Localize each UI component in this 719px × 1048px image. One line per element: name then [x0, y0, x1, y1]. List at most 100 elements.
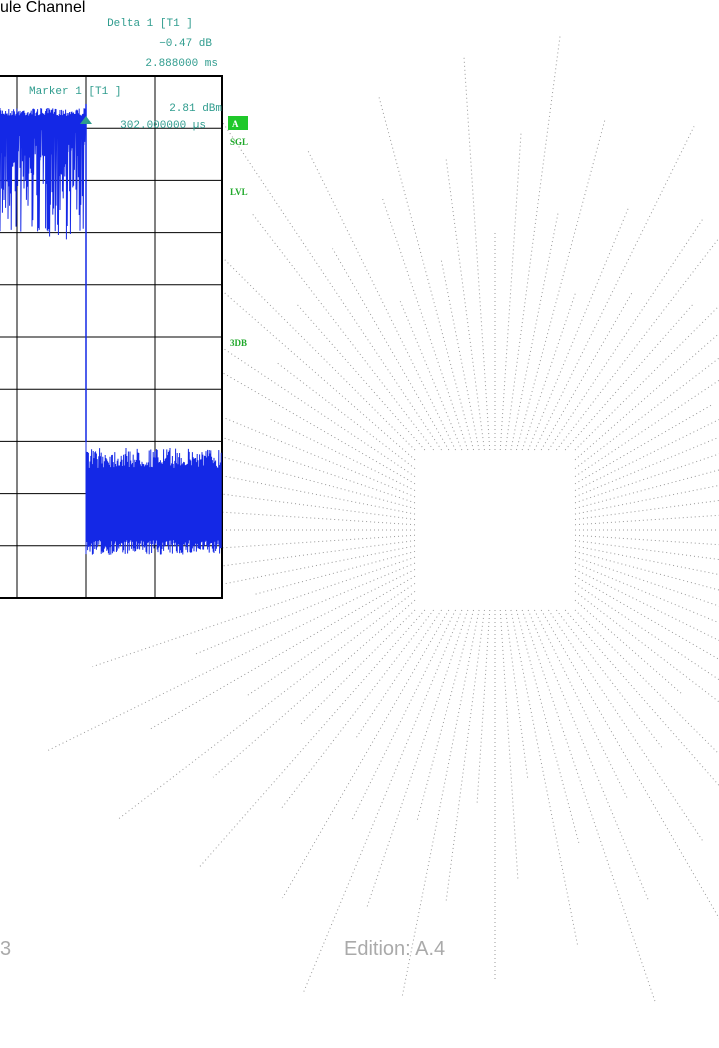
- burst-ray: [270, 418, 416, 491]
- burst-ray: [548, 609, 704, 843]
- burst-ray: [378, 95, 475, 451]
- burst-ray: [548, 217, 704, 451]
- burst-ray: [555, 609, 663, 749]
- burst-ray: [499, 130, 522, 451]
- burst-center: [417, 452, 573, 608]
- burst-ray: [46, 569, 416, 752]
- burst-ray: [365, 609, 469, 909]
- trace: [0, 104, 222, 555]
- burst-ray: [253, 550, 416, 596]
- burst-ray: [197, 609, 426, 869]
- burst-ray: [540, 609, 719, 919]
- burst-ray: [574, 562, 719, 624]
- burst-ray: [355, 609, 442, 739]
- burst-ray: [281, 609, 435, 808]
- burst-ray: [521, 293, 576, 451]
- edition: Edition: A.4: [344, 938, 445, 960]
- burst-ray: [521, 609, 657, 1004]
- delta-level: −0.47 dB: [159, 38, 212, 50]
- burst-ray: [510, 211, 559, 451]
- burst-ray: [120, 279, 416, 477]
- marker-label: Marker 1 [T1 ]: [29, 86, 121, 98]
- burst-ray: [220, 534, 416, 549]
- burst-ray: [574, 575, 719, 660]
- burst-ray: [574, 569, 719, 642]
- sweep-label: SGL: [230, 137, 248, 147]
- burst-ray: [476, 609, 491, 805]
- burst-ray: [212, 599, 416, 778]
- burst-ray: [574, 469, 719, 510]
- burst-ray: [574, 545, 719, 576]
- burst-ray: [505, 609, 529, 778]
- burst-ray: [574, 590, 719, 703]
- burst-ray: [151, 545, 416, 599]
- burst-ray: [197, 490, 416, 520]
- burst-ray: [445, 609, 485, 902]
- trace-path: [0, 108, 222, 555]
- burst-ray: [527, 609, 649, 900]
- burst-ray: [574, 404, 712, 485]
- burst-ray: [212, 282, 416, 461]
- burst-ray: [194, 562, 416, 655]
- burst-ray: [555, 237, 719, 451]
- delta-time: 2.888000 ms: [145, 58, 218, 70]
- marker-time: 302.000000 µs: [120, 120, 206, 132]
- burst-ray: [540, 291, 633, 451]
- burst-ray: [187, 425, 416, 504]
- section-title: ule Channel: [0, 0, 85, 16]
- burst-ray: [574, 500, 719, 520]
- burst-ray: [401, 609, 480, 996]
- burst-ray: [574, 609, 719, 755]
- burst-ray: [306, 148, 456, 451]
- burst-ray: [282, 609, 450, 899]
- marker-symbol: [80, 116, 92, 124]
- burst-ray: [117, 590, 416, 820]
- burst-ray: [515, 119, 606, 451]
- burst-ray: [300, 609, 416, 725]
- burst-ray: [102, 366, 416, 498]
- level-label: LVL: [230, 187, 248, 197]
- burst-ray: [574, 550, 719, 591]
- mode-label: A: [232, 119, 239, 129]
- bandwidth-label: 3DB: [230, 338, 247, 348]
- burst-ray: [303, 609, 463, 993]
- burst-ray: [499, 609, 519, 880]
- burst-ray: [158, 193, 416, 451]
- burst-ray: [564, 609, 719, 787]
- burst-ray: [440, 260, 480, 451]
- delta-label: Delta 1 [T1 ]: [107, 18, 193, 30]
- burst-ray: [445, 158, 485, 451]
- burst-ray: [574, 453, 719, 504]
- burst-ray: [574, 534, 719, 546]
- burst-ray: [350, 609, 456, 822]
- burst-ray: [251, 212, 435, 451]
- burst-ray: [574, 484, 719, 515]
- burst-ray: [148, 575, 416, 731]
- burst-ray: [216, 113, 442, 451]
- burst-ray: [574, 599, 684, 696]
- burst-ray: [574, 583, 719, 681]
- burst-ray: [382, 198, 469, 451]
- burst-ray: [515, 609, 580, 845]
- burst-ray: [564, 304, 694, 451]
- burst-ray: [527, 206, 630, 451]
- burst-ray: [296, 304, 426, 451]
- burst-ray: [574, 305, 719, 451]
- burst-ray: [398, 298, 463, 451]
- mode-box: [228, 116, 248, 130]
- burst-ray: [92, 556, 416, 668]
- burst-ray: [574, 514, 719, 526]
- burst-ray: [510, 609, 579, 947]
- burst-ray: [48, 540, 416, 590]
- burst-ray: [534, 609, 629, 800]
- burst-ray: [574, 379, 719, 477]
- marker-level: 2.81 dBm: [169, 103, 222, 115]
- burst-ray: [276, 362, 416, 470]
- burst-ray: [416, 609, 475, 820]
- burst-ray: [574, 436, 719, 498]
- burst-ray: [332, 248, 450, 451]
- burst-ray: [574, 418, 719, 491]
- burst-ray: [191, 354, 416, 485]
